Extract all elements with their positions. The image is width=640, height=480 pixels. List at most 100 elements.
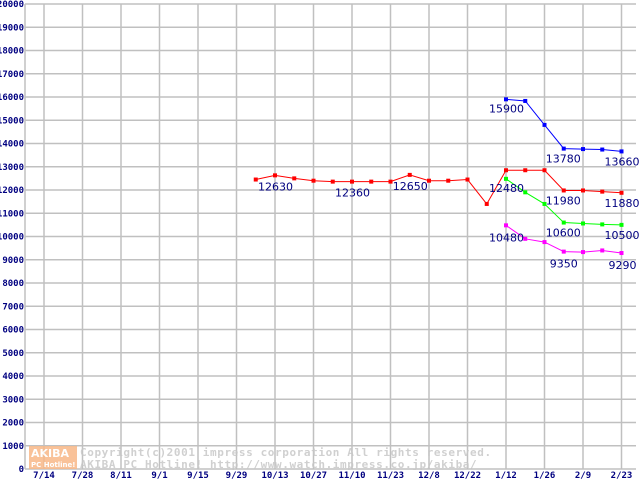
data-point-red: [523, 168, 528, 173]
y-tick-label: 5000: [2, 349, 24, 359]
data-labels: 12630 12360 12650 12480 15900 13780 13660 11980…: [258, 102, 640, 272]
data-point-green: [542, 201, 547, 206]
data-point-blue: [600, 147, 605, 152]
y-tick-label: 13000: [0, 163, 24, 173]
data-point-blue: [561, 146, 566, 151]
data-point-red: [484, 201, 489, 206]
grid: [24, 3, 636, 470]
data-point-red: [311, 178, 316, 183]
y-tick-label: 20000: [0, 0, 24, 10]
x-tick-label: 11/23: [377, 471, 404, 480]
data-label: 13660: [605, 155, 640, 168]
y-tick-label: 15000: [0, 116, 24, 126]
logo-top-text: AKIBA: [31, 447, 70, 460]
x-tick-label: 10/27: [300, 471, 327, 480]
data-point-magenta: [504, 223, 508, 228]
data-point-red: [369, 179, 374, 184]
data-point-green: [600, 222, 605, 227]
data-point-blue: [581, 147, 585, 152]
data-label: 12480: [489, 182, 524, 195]
data-label: 12650: [393, 180, 428, 193]
data-label: 9350: [550, 258, 578, 271]
y-tick-label: 9000: [2, 256, 24, 266]
data-point-blue: [542, 122, 547, 127]
y-tick-label: 6000: [2, 326, 24, 336]
data-label: 11880: [605, 197, 640, 210]
y-tick-label: 8000: [2, 279, 24, 289]
y-tick-label: 12000: [0, 186, 24, 196]
data-label: 10500: [605, 229, 640, 242]
data-point-green: [523, 190, 528, 195]
data-point-green: [619, 222, 624, 227]
data-label: 15900: [489, 102, 524, 115]
data-point-magenta: [561, 249, 566, 254]
data-point-red: [407, 172, 412, 177]
y-tick-label: 11000: [0, 209, 24, 219]
data-label: 12360: [335, 187, 370, 200]
data-point-red: [504, 168, 508, 173]
copyright-text: Copyright(c)2001 impress corporation All…: [80, 446, 492, 459]
y-tick-label: 16000: [0, 93, 24, 103]
x-tick-label: 12/8: [418, 471, 440, 480]
data-label: 13780: [546, 153, 581, 166]
data-point-magenta: [523, 236, 528, 241]
data-point-magenta: [600, 248, 605, 253]
x-tick-label: 10/13: [261, 471, 288, 480]
series-line-red: [255, 169, 622, 205]
data-label: 9290: [609, 259, 637, 272]
data-point-red: [542, 168, 547, 173]
x-tick-label: 7/28: [72, 471, 94, 480]
data-point-magenta: [542, 240, 547, 245]
y-tick-label: 2000: [2, 419, 24, 429]
data-label: 11980: [546, 194, 581, 207]
y-tick-label: 18000: [0, 47, 24, 57]
data-label: 10600: [546, 227, 581, 240]
data-point-red: [330, 179, 335, 184]
x-tick-label: 8/11: [110, 471, 132, 480]
y-tick-label: 4000: [2, 372, 24, 382]
y-axis-ticks: 0 1000 2000 3000 4000 5000 6000 7000 8000 9000 100…: [0, 0, 24, 475]
logo-box: [29, 446, 77, 469]
data-point-red: [465, 177, 470, 182]
data-point-magenta: [581, 250, 585, 255]
x-tick-label: 11/10: [338, 471, 365, 480]
data-point-red: [561, 188, 566, 193]
data-point-green: [581, 221, 585, 226]
x-tick-label: 2/23: [611, 471, 633, 480]
x-tick-label: 2/9: [575, 471, 591, 480]
data-point-red: [350, 179, 354, 184]
watermark: AKIBA PC Hotline! Copyright(c)2001 impre…: [29, 446, 492, 471]
data-point-blue: [523, 98, 528, 103]
data-label: 10480: [489, 231, 524, 244]
x-axis-ticks: 7/14 7/28 8/11 9/1 9/15 9/29 10/13 10/27 11/10 11…: [33, 471, 632, 480]
data-point-red: [581, 188, 585, 193]
y-tick-label: 19000: [0, 23, 24, 33]
y-tick-label: 14000: [0, 140, 24, 150]
x-tick-label: 9/15: [187, 471, 209, 480]
site-url-text: AKIBA PC Hotline! http://www.watch.impre…: [80, 458, 477, 471]
y-tick-label: 10000: [0, 233, 24, 243]
data-point-red: [600, 189, 605, 194]
data-point-red: [292, 176, 297, 181]
data-point-green: [504, 176, 508, 181]
y-tick-label: 7000: [2, 302, 24, 312]
data-point-red: [273, 173, 277, 178]
x-tick-label: 9/1: [151, 471, 167, 480]
data-point-red: [427, 178, 431, 183]
x-tick-label: 1/26: [534, 471, 556, 480]
x-tick-label: 7/14: [33, 471, 55, 480]
data-point-red: [619, 190, 624, 195]
y-tick-label: 1000: [2, 442, 24, 452]
y-tick-label: 0: [19, 465, 24, 475]
data-point-blue: [619, 149, 624, 154]
x-tick-label: 1/12: [495, 471, 517, 480]
y-tick-label: 3000: [2, 395, 24, 405]
x-tick-label: 12/22: [454, 471, 481, 480]
logo-bottom-text: PC Hotline!: [31, 461, 75, 469]
y-tick-label: 17000: [0, 70, 24, 80]
data-label: 12630: [258, 180, 293, 193]
data-point-red: [388, 179, 393, 184]
data-point-magenta: [619, 251, 624, 256]
data-point-red: [253, 177, 258, 182]
